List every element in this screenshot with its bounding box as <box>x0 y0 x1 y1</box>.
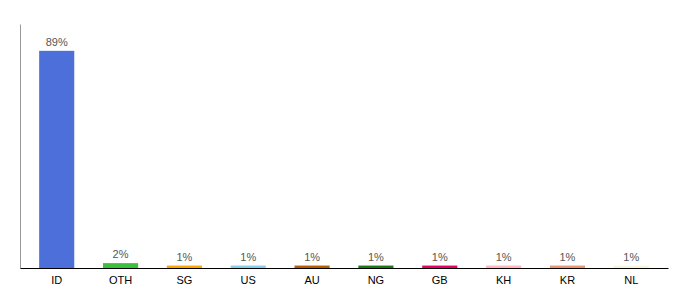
y-axis-line <box>20 25 21 269</box>
x-tick-label: GB <box>432 274 448 286</box>
bar <box>550 266 585 268</box>
x-tick: NL <box>624 274 638 286</box>
bars <box>39 51 649 268</box>
x-tick: AU <box>304 274 319 286</box>
x-tick: OTH <box>109 274 132 286</box>
data-label: 1% <box>368 251 384 263</box>
plot: ID OTH SG US AU NG GB KH KR NL 89% 2% 1% 1% 1% 1% 1% 1% 1%… <box>21 25 669 286</box>
x-tick: ID <box>51 274 62 286</box>
x-tick-label: KH <box>496 274 511 286</box>
bar <box>167 266 202 268</box>
data-label: 1% <box>623 251 639 263</box>
x-tick: US <box>241 274 256 286</box>
data-label: 1% <box>176 251 192 263</box>
bar <box>39 51 74 268</box>
y-axis <box>20 25 21 269</box>
x-tick-label: NG <box>368 274 385 286</box>
data-label: 1% <box>496 251 512 263</box>
bar <box>231 266 266 268</box>
x-tick: KH <box>496 274 511 286</box>
x-tick-label: ID <box>51 274 62 286</box>
data-label: 1% <box>559 251 575 263</box>
bar <box>295 266 330 268</box>
data-label: 1% <box>304 251 320 263</box>
x-tick-label: US <box>241 274 256 286</box>
x-tick-label: SG <box>176 274 192 286</box>
data-label: 2% <box>113 248 129 260</box>
x-tick-label: AU <box>304 274 319 286</box>
x-tick-label: OTH <box>109 274 132 286</box>
x-tick: KR <box>560 274 575 286</box>
x-tick: SG <box>176 274 192 286</box>
bar <box>358 266 393 268</box>
x-tick: GB <box>432 274 448 286</box>
x-tick-label: NL <box>624 274 638 286</box>
data-label: 1% <box>432 251 448 263</box>
bar <box>486 266 521 268</box>
bar <box>422 266 457 268</box>
x-axis: ID OTH SG US AU NG GB KH KR NL <box>21 269 669 286</box>
data-labels: 89% 2% 1% 1% 1% 1% 1% 1% 1% 1% <box>46 36 640 263</box>
chart: ID OTH SG US AU NG GB KH KR NL 89% 2% 1% 1% 1% 1% 1% 1% 1%… <box>0 0 680 300</box>
data-label: 89% <box>46 36 68 48</box>
data-label: 1% <box>240 251 256 263</box>
bar <box>103 263 138 268</box>
x-tick-label: KR <box>560 274 575 286</box>
x-axis-line <box>21 268 669 269</box>
x-tick: NG <box>368 274 385 286</box>
bar <box>614 266 649 268</box>
